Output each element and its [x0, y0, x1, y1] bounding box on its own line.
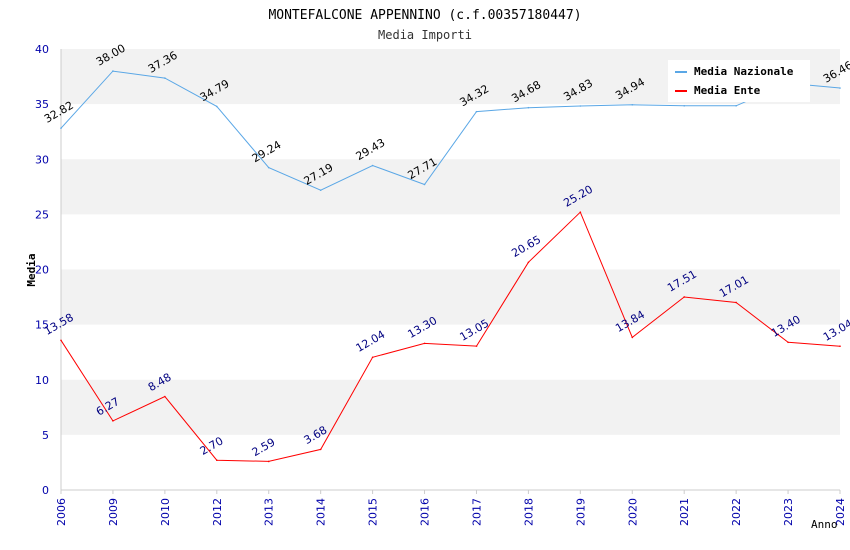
y-tick-label: 10 [35, 374, 49, 387]
data-point [371, 164, 374, 167]
data-point [683, 104, 685, 107]
data-point [527, 261, 530, 264]
y-tick-label: 0 [42, 484, 49, 497]
grid-band [61, 379, 840, 435]
data-label: 20.65 [509, 233, 543, 260]
x-tick-label: 2012 [211, 498, 224, 526]
legend-label-nazionale: Media Nazionale [694, 65, 794, 78]
data-point [164, 77, 166, 79]
data-point [839, 87, 841, 89]
data-point [319, 448, 322, 451]
x-tick-label: 2021 [678, 498, 691, 526]
data-point [112, 420, 114, 422]
data-point [371, 356, 374, 359]
series-line-nazionale [60, 70, 841, 191]
data-point [683, 296, 685, 298]
legend: Media Nazionale Media Ente [668, 60, 810, 102]
y-tick-labels: 0 5 10 15 20 25 30 35 40 [35, 43, 49, 497]
x-tick-label: 2016 [419, 498, 432, 526]
x-tick-label: 2009 [107, 498, 120, 526]
x-tick-label: 2013 [263, 498, 276, 526]
axes [60, 49, 840, 491]
data-point [579, 211, 582, 213]
data-label: 12.04 [354, 328, 388, 355]
y-tick-label: 15 [35, 319, 49, 332]
data-point [319, 189, 322, 192]
legend-label-ente: Media Ente [694, 84, 761, 97]
x-tick-label: 2019 [574, 498, 587, 526]
x-tick-label: 2015 [367, 498, 380, 526]
legend-box [668, 60, 810, 102]
series-line-ente [60, 211, 841, 462]
y-tick-label: 20 [35, 264, 49, 277]
data-label: 13.58 [42, 311, 76, 338]
data-point [423, 342, 426, 345]
data-point [631, 103, 634, 106]
data-point [267, 166, 270, 169]
data-point [475, 110, 478, 113]
data-point [112, 70, 114, 72]
grid-bands [61, 49, 840, 435]
y-tick-label: 30 [35, 153, 49, 166]
chart-title: MONTEFALCONE APPENNINO (c.f.00357180447) [268, 8, 581, 23]
x-tick-label: 2006 [55, 498, 68, 526]
data-label: 29.43 [354, 136, 388, 163]
x-tick-label: 2024 [834, 498, 847, 526]
data-point [735, 104, 737, 107]
data-point [579, 105, 582, 107]
x-tick-label: 2023 [782, 498, 795, 526]
x-tick-label: 2014 [315, 498, 328, 526]
y-tick-label: 25 [35, 208, 49, 221]
y-tick-label: 5 [42, 429, 49, 442]
grid-band [61, 269, 840, 325]
x-tick-label: 2020 [626, 498, 639, 526]
chart-subtitle: Media Importi [378, 28, 472, 42]
data-label: 2.59 [250, 436, 278, 460]
data-point [60, 127, 62, 129]
data-point [216, 105, 218, 108]
data-point [60, 339, 62, 342]
x-tick-label: 2010 [159, 498, 172, 526]
data-point [527, 106, 530, 109]
data-point [735, 301, 737, 304]
data-point [839, 345, 841, 348]
x-tick-label: 2022 [730, 498, 743, 526]
data-point [787, 341, 789, 344]
data-point [423, 183, 426, 186]
x-axis-label: Anno [811, 518, 838, 531]
data-point [631, 336, 634, 339]
x-tick-label: 2017 [470, 498, 483, 526]
y-tick-label: 40 [35, 43, 49, 56]
data-point [267, 460, 270, 463]
x-tick-labels: 2006 2009 2010 2012 2013 2014 2015 2016 2017 2018… [55, 490, 847, 526]
y-axis-label: Media [25, 253, 38, 286]
series-lines [60, 70, 841, 463]
grid-band [61, 159, 840, 215]
x-tick-label: 2018 [522, 498, 535, 526]
y-tick-label: 35 [35, 98, 49, 111]
data-point [216, 459, 218, 462]
data-point [164, 395, 166, 398]
data-point [475, 345, 478, 347]
